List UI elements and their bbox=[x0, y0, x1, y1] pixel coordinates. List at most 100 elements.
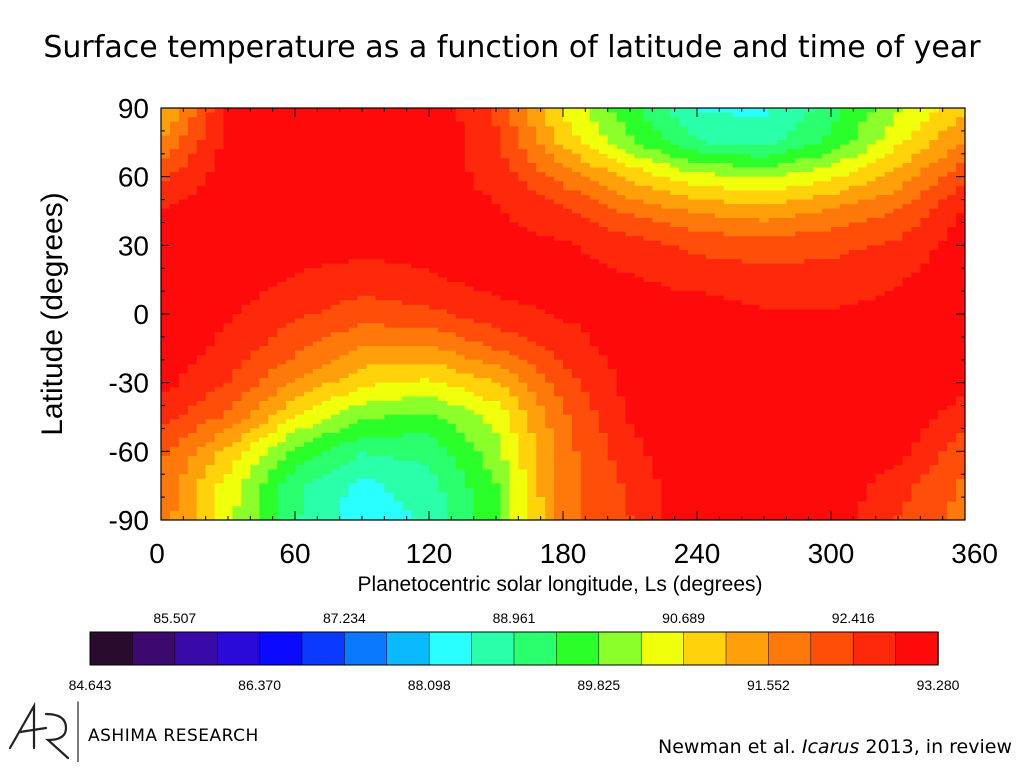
contour-cell bbox=[679, 181, 689, 187]
contour-cell bbox=[732, 227, 743, 233]
contour-cell bbox=[759, 135, 770, 141]
contour-cell bbox=[634, 204, 644, 210]
contour-cell bbox=[196, 263, 207, 269]
contour-cell bbox=[777, 295, 787, 301]
contour-cell bbox=[741, 140, 752, 146]
contour-cell bbox=[473, 112, 484, 118]
contour-cell bbox=[518, 245, 528, 251]
contour-cell bbox=[205, 314, 216, 320]
contour-cell bbox=[741, 153, 752, 159]
contour-cell bbox=[286, 304, 296, 311]
contour-cell bbox=[589, 149, 600, 155]
contour-cell bbox=[589, 327, 600, 333]
contour-cell bbox=[464, 327, 475, 333]
contour-cell bbox=[509, 217, 519, 224]
contour-cell bbox=[956, 194, 965, 201]
contour-cell bbox=[286, 268, 296, 274]
contour-cell bbox=[688, 112, 698, 118]
contour-cell bbox=[312, 158, 323, 164]
contour-cell bbox=[250, 130, 260, 137]
contour-cell bbox=[563, 236, 573, 242]
contour-cell bbox=[679, 314, 689, 320]
contour-cell bbox=[223, 245, 234, 251]
contour-cell bbox=[598, 286, 609, 292]
contour-cell bbox=[187, 309, 198, 315]
contour-cell bbox=[563, 245, 573, 251]
contour-cell bbox=[652, 332, 662, 338]
contour-cell bbox=[196, 323, 207, 329]
contour-cell bbox=[732, 194, 743, 201]
contour-cell bbox=[169, 355, 180, 361]
contour-cell bbox=[857, 140, 868, 146]
contour-cell bbox=[839, 327, 850, 333]
contour-cell bbox=[554, 291, 564, 297]
contour-cell bbox=[545, 217, 555, 224]
contour-cell bbox=[839, 126, 850, 132]
contour-cell bbox=[330, 130, 341, 137]
contour-cell bbox=[822, 259, 832, 265]
contour-cell bbox=[312, 304, 323, 311]
contour-cell bbox=[661, 140, 671, 146]
contour-cell bbox=[393, 263, 403, 269]
contour-cell bbox=[259, 236, 269, 242]
contour-cell bbox=[455, 341, 466, 347]
contour-cell bbox=[723, 130, 734, 137]
contour-cell bbox=[580, 213, 591, 219]
contour-cell bbox=[455, 327, 466, 333]
contour-cell bbox=[178, 304, 189, 311]
contour-cell bbox=[741, 149, 752, 155]
contour-cell bbox=[161, 259, 171, 265]
contour-cell bbox=[670, 277, 680, 283]
contour-cell bbox=[277, 208, 287, 214]
contour-cell bbox=[920, 272, 930, 278]
contour-cell bbox=[169, 272, 180, 278]
contour-cell bbox=[473, 259, 484, 265]
contour-cell bbox=[277, 359, 287, 365]
contour-cell bbox=[464, 332, 475, 338]
contour-cell bbox=[187, 181, 198, 187]
contour-cell bbox=[732, 314, 743, 320]
contour-cell bbox=[893, 172, 904, 178]
contour-cell bbox=[402, 236, 412, 242]
contour-cell bbox=[705, 295, 716, 301]
contour-cell bbox=[437, 318, 448, 324]
contour-cell bbox=[303, 254, 314, 260]
contour-cell bbox=[500, 121, 510, 127]
contour-cell bbox=[214, 153, 225, 159]
contour-cell bbox=[911, 240, 921, 246]
contour-cell bbox=[446, 327, 457, 333]
contour-cell bbox=[759, 149, 770, 155]
contour-cell bbox=[232, 259, 242, 265]
contour-cell bbox=[491, 158, 502, 164]
contour-cell bbox=[330, 172, 341, 178]
contour-cell bbox=[330, 259, 341, 265]
contour-cell bbox=[187, 291, 198, 297]
contour-cell bbox=[804, 199, 814, 205]
contour-cell bbox=[875, 346, 886, 352]
contour-cell bbox=[652, 291, 662, 297]
contour-cell bbox=[625, 341, 636, 347]
contour-cell bbox=[464, 194, 475, 201]
contour-cell bbox=[500, 130, 510, 137]
contour-cell bbox=[366, 240, 376, 246]
contour-cell bbox=[482, 359, 493, 365]
contour-cell bbox=[741, 240, 752, 246]
contour-cell bbox=[661, 341, 671, 347]
contour-cell bbox=[330, 208, 341, 214]
contour-cell bbox=[732, 277, 743, 283]
contour-cell bbox=[196, 204, 207, 210]
contour-cell bbox=[741, 167, 752, 173]
contour-cell bbox=[625, 135, 636, 141]
contour-cell bbox=[875, 281, 886, 288]
contour-cell bbox=[491, 231, 502, 237]
contour-cell bbox=[839, 355, 850, 361]
contour-cell bbox=[705, 268, 716, 274]
contour-cell bbox=[375, 350, 385, 356]
contour-cell bbox=[393, 135, 403, 141]
contour-cell bbox=[554, 259, 564, 265]
contour-cell bbox=[357, 249, 368, 256]
contour-cell bbox=[607, 281, 618, 288]
contour-cell bbox=[795, 309, 805, 315]
contour-cell bbox=[804, 327, 814, 333]
contour-cell bbox=[491, 112, 502, 118]
